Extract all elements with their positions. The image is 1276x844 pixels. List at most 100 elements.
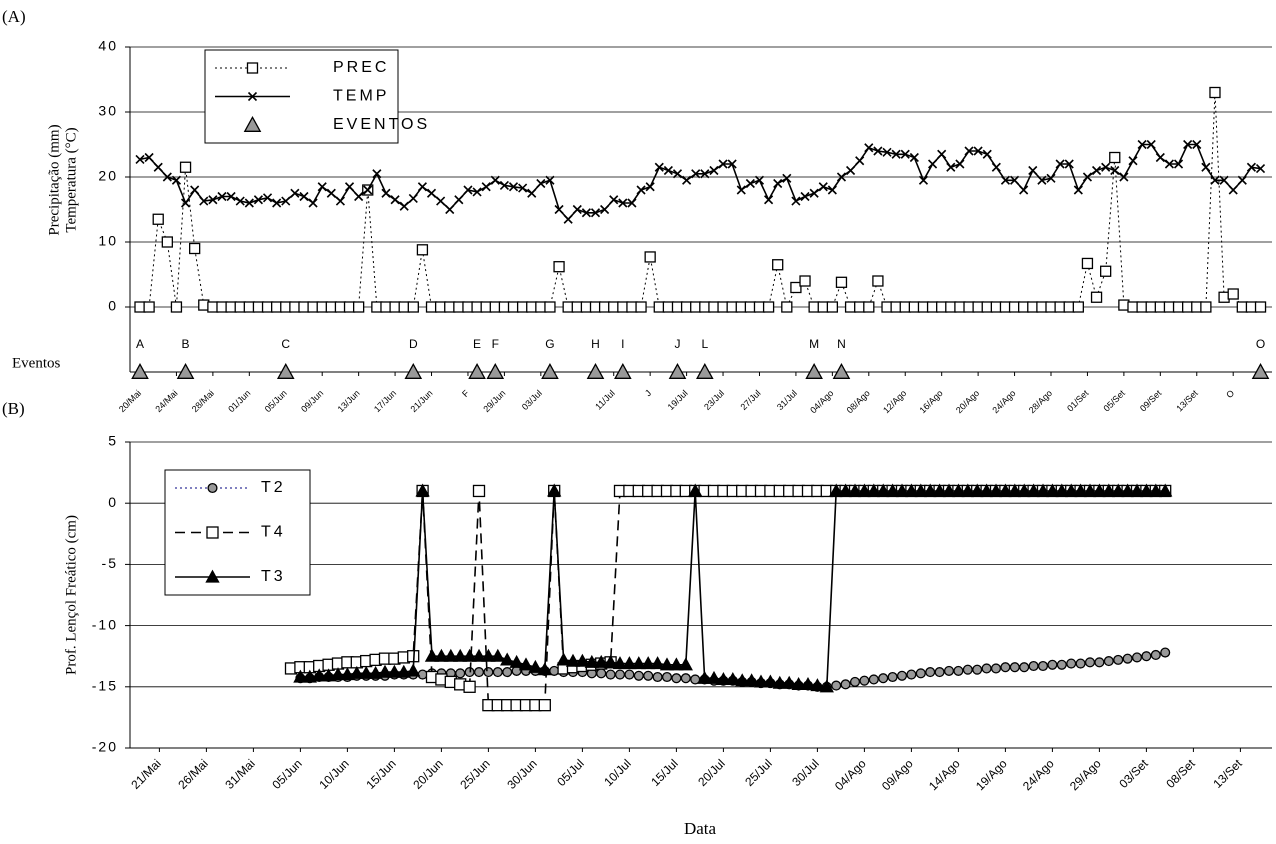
- x-marker: [244, 198, 254, 208]
- circle-marker: [671, 673, 682, 684]
- x-marker: [636, 185, 646, 195]
- triangle-marker: [960, 483, 975, 497]
- circle-marker: [1009, 662, 1020, 673]
- x-marker: [1173, 159, 1184, 169]
- triangle-marker: [744, 673, 759, 687]
- event-label: H: [591, 337, 600, 351]
- x-marker: [1073, 185, 1083, 195]
- triangle-marker: [443, 648, 458, 662]
- x-tick-label: 05/Jun: [263, 388, 289, 414]
- triangle-marker: [377, 664, 393, 678]
- x-marker: [873, 146, 883, 156]
- x-marker: [764, 195, 774, 205]
- event-label: D: [409, 337, 418, 351]
- x-marker: [836, 172, 847, 182]
- x-marker: [773, 178, 783, 189]
- x-marker: [290, 188, 300, 198]
- square-marker: [407, 301, 419, 313]
- triangle-marker: [725, 672, 740, 686]
- legend-box: [164, 469, 311, 596]
- x-marker: [718, 159, 728, 169]
- x-marker: [344, 182, 355, 192]
- triangle-marker: [387, 664, 402, 678]
- event-label: F: [492, 337, 499, 351]
- event-label: L: [701, 337, 708, 351]
- y-tick-label: 40: [98, 38, 118, 54]
- y-tick-label: 30: [98, 103, 118, 119]
- event-axis-label: Eventos: [12, 355, 60, 371]
- x-marker: [281, 196, 291, 206]
- circle-marker: [840, 679, 851, 690]
- x-marker: [1046, 173, 1056, 183]
- x-marker: [499, 180, 509, 191]
- x-tick-label: 10/Jun: [316, 756, 351, 791]
- triangle-marker: [876, 483, 891, 497]
- x-tick-label: 16/Ago: [918, 388, 945, 415]
- x-marker: [536, 178, 546, 189]
- triangle-marker: [468, 362, 486, 379]
- triangle-marker: [800, 676, 816, 690]
- triangle-marker: [998, 483, 1013, 497]
- triangle-marker: [1129, 483, 1145, 497]
- y-tick-label: 10: [98, 233, 118, 249]
- x-tick-label: 11/Jul: [593, 388, 617, 412]
- x-marker: [727, 159, 737, 169]
- triangle-marker: [481, 648, 496, 662]
- x-marker: [572, 204, 582, 215]
- legend-label: T2: [261, 479, 286, 496]
- x-marker: [1019, 185, 1029, 195]
- x-marker: [1228, 185, 1238, 195]
- x-tick-label: 01/Jun: [226, 388, 252, 414]
- triangle-marker: [584, 654, 599, 668]
- y-tick-label: -5: [102, 555, 118, 571]
- x-marker: [272, 198, 282, 208]
- triangle-marker: [176, 362, 195, 379]
- x-marker: [937, 149, 947, 159]
- series-line: [139, 143, 1261, 221]
- circle-marker: [878, 673, 889, 684]
- triangle-marker: [424, 648, 440, 662]
- circle-marker: [614, 669, 626, 680]
- triangle-marker: [696, 362, 714, 379]
- triangle-marker: [641, 656, 656, 670]
- triangle-marker: [832, 362, 851, 379]
- panel-label: (A): [2, 7, 26, 26]
- x-marker: [818, 182, 828, 192]
- triangle-marker: [622, 656, 637, 670]
- legend-label: PREC: [333, 59, 389, 76]
- legend-label: T4: [261, 524, 286, 541]
- legend-label: TEMP: [333, 88, 389, 105]
- x-marker: [527, 188, 537, 198]
- circle-marker: [1131, 652, 1143, 663]
- square-marker: [472, 484, 486, 498]
- square-marker: [189, 242, 201, 255]
- square-marker: [463, 680, 476, 693]
- triangle-marker: [1035, 483, 1051, 497]
- x-marker: [180, 198, 191, 208]
- triangle-marker: [941, 483, 957, 497]
- x-tick-label: 24/Mai: [153, 388, 179, 414]
- triangle-marker: [565, 653, 581, 667]
- x-marker: [891, 149, 901, 159]
- circle-marker: [455, 668, 466, 679]
- x-marker: [663, 165, 673, 176]
- x-tick-label: O: [1224, 388, 1236, 400]
- event-label: B: [182, 337, 190, 351]
- x-marker: [199, 196, 209, 206]
- square-marker: [1227, 288, 1239, 300]
- triangle-marker: [772, 675, 787, 689]
- circle-marker: [1075, 658, 1086, 669]
- x-marker: [299, 191, 309, 202]
- x-marker: [308, 198, 318, 208]
- square-marker: [416, 244, 429, 256]
- x-marker: [1082, 172, 1093, 182]
- triangle-marker: [500, 652, 515, 666]
- x-marker: [1119, 172, 1129, 182]
- x-marker: [600, 204, 610, 215]
- triangle-marker: [556, 652, 571, 666]
- x-marker: [144, 152, 154, 163]
- y-tick-label: -20: [92, 739, 118, 755]
- x-tick-label: 26/Mai: [175, 756, 210, 791]
- triangle-marker: [829, 483, 844, 497]
- circle-marker: [925, 667, 936, 678]
